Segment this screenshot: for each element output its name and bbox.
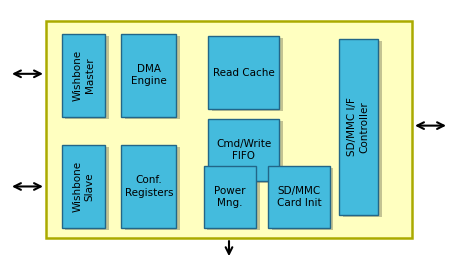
Text: SD/MMC
Card Init: SD/MMC Card Init [277,186,321,208]
Bar [62,34,105,117]
Bar [65,147,109,230]
Bar [121,145,176,228]
Bar [46,21,412,238]
Text: DMA
Engine: DMA Engine [131,64,167,86]
Text: Read Cache: Read Cache [213,68,275,77]
Text: Conf.
Registers: Conf. Registers [125,175,173,198]
Bar [125,147,180,230]
Bar [212,121,283,183]
Text: Power
Mng.: Power Mng. [214,186,246,208]
Bar [208,36,279,109]
Bar [125,36,180,119]
Bar [339,39,378,215]
Bar [212,38,283,111]
Bar [272,168,333,230]
Text: Wishbone
Slave: Wishbone Slave [72,161,95,212]
Bar [207,168,260,230]
Bar [121,34,176,117]
Bar [268,166,330,228]
Bar [208,119,279,181]
Text: SD/MMC I/F
Controller: SD/MMC I/F Controller [347,97,370,156]
Text: Wishbone
Master: Wishbone Master [72,49,95,101]
Bar [204,166,256,228]
Bar [62,145,105,228]
Bar [343,41,382,217]
Bar [65,36,109,119]
Text: Cmd/Write
FIFO: Cmd/Write FIFO [216,139,272,161]
